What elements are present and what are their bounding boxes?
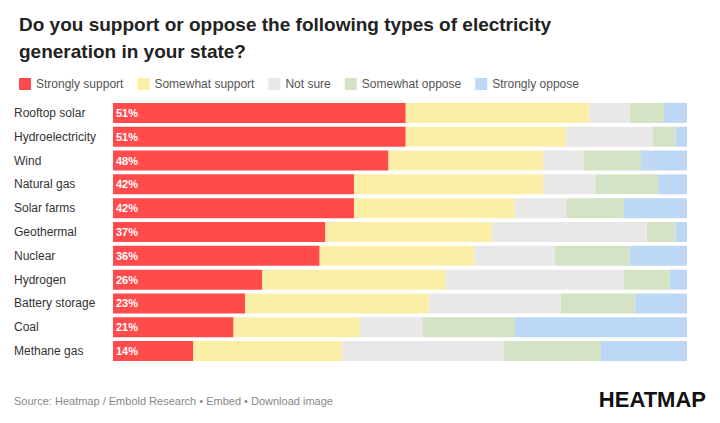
- svg-text:51%: 51%: [116, 131, 138, 143]
- svg-text:42%: 42%: [116, 178, 138, 190]
- svg-text:HEATMAP: HEATMAP: [599, 387, 706, 412]
- svg-text:51%: 51%: [116, 107, 138, 119]
- svg-text:Strongly oppose: Strongly oppose: [492, 77, 579, 91]
- svg-text:Do you support or oppose the f: Do you support or oppose the following t…: [19, 14, 556, 35]
- svg-text:Natural gas: Natural gas: [14, 177, 75, 191]
- svg-text:21%: 21%: [116, 321, 138, 333]
- svg-text:Not sure: Not sure: [285, 77, 331, 91]
- svg-text:14%: 14%: [116, 345, 138, 357]
- svg-text:26%: 26%: [116, 274, 138, 286]
- svg-text:36%: 36%: [116, 250, 138, 262]
- svg-text:Wind: Wind: [14, 154, 41, 168]
- svg-text:Rooftop solar: Rooftop solar: [14, 106, 85, 120]
- svg-text:Battery storage: Battery storage: [14, 296, 96, 310]
- svg-text:Geothermal: Geothermal: [14, 225, 77, 239]
- svg-text:Nuclear: Nuclear: [14, 249, 55, 263]
- svg-text:Hydroelectricity: Hydroelectricity: [14, 130, 96, 144]
- svg-text:generation in your state?: generation in your state?: [19, 41, 246, 62]
- svg-text:Methane gas: Methane gas: [14, 344, 83, 358]
- svg-text:48%: 48%: [116, 155, 138, 167]
- svg-text:Coal: Coal: [14, 320, 39, 334]
- svg-text:Strongly support: Strongly support: [36, 77, 124, 91]
- svg-text:37%: 37%: [116, 226, 138, 238]
- svg-text:Source: Heatmap / Embold Resea: Source: Heatmap / Embold Research • Embe…: [14, 395, 333, 407]
- svg-text:42%: 42%: [116, 202, 138, 214]
- svg-text:Hydrogen: Hydrogen: [14, 273, 66, 287]
- svg-text:Somewhat support: Somewhat support: [154, 77, 255, 91]
- svg-text:Solar farms: Solar farms: [14, 201, 75, 215]
- svg-text:23%: 23%: [116, 297, 138, 309]
- svg-text:Somewhat oppose: Somewhat oppose: [362, 77, 462, 91]
